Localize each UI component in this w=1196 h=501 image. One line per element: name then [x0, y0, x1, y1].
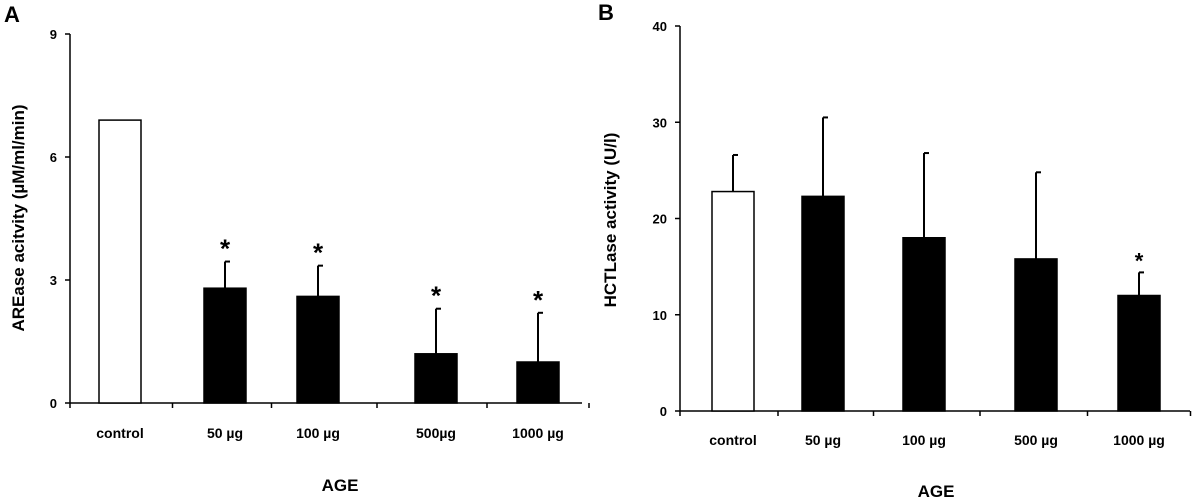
- panel-a-y-tick-label-2: 6: [50, 150, 57, 165]
- panel-a-y-tick-label-1: 3: [50, 273, 57, 288]
- panel-a-letter: A: [4, 2, 20, 27]
- panel-a-bars: [98, 119, 560, 404]
- panel-a-y-tick-label-3: 9: [50, 27, 57, 42]
- panel-a-error-bars: [224, 260, 543, 362]
- panel-b-category-label-3: 500 µg: [1014, 432, 1058, 448]
- panel-b-significance-star-4: *: [1135, 248, 1144, 273]
- panel-a-category-labels: control 50 µg 100 µg 500µg 1000 µg: [96, 425, 564, 441]
- panel-b-category-label-4: 1000 µg: [1113, 432, 1165, 448]
- panel-a-category-label-0: control: [96, 425, 143, 441]
- panel-b-error-bars: [732, 116, 1144, 296]
- panel-a-bar-4: [516, 361, 560, 404]
- panel-b-bar-2: [902, 237, 946, 412]
- panel-a-category-label-3: 500µg: [416, 425, 456, 441]
- panel-b-bar-3: [1014, 258, 1058, 412]
- panel-b-y-tick-label-4: 40: [653, 19, 667, 34]
- panel-b-y-tick-label-3: 30: [653, 115, 667, 130]
- panel-b-category-label-2: 100 µg: [902, 432, 946, 448]
- panel-a-significance-star-1: *: [220, 234, 231, 264]
- panel-b-y-ticks: 0 10 20 30 40: [653, 19, 1192, 419]
- panel-a-x-axis-title: AGE: [322, 476, 359, 495]
- panel-a-bar-3: [414, 353, 458, 404]
- panel-a-significance-star-3: *: [431, 281, 442, 311]
- panel-b-category-label-1: 50 µg: [805, 432, 841, 448]
- panel-a-bar-1: [203, 287, 247, 404]
- panel-b-chart: B 0 10 20 30 40 * control 50 µg 100 µg 500 µg 10…: [598, 0, 1192, 501]
- panel-b-y-tick-label-1: 10: [653, 308, 667, 323]
- panel-a-significance-star-4: *: [533, 285, 544, 315]
- panel-a-bar-0: [98, 119, 142, 404]
- panel-a-category-label-1: 50 µg: [207, 425, 243, 441]
- panel-b-category-label-0: control: [709, 432, 756, 448]
- panel-a-category-label-4: 1000 µg: [512, 425, 564, 441]
- panel-b-significance-marks: *: [1135, 248, 1144, 273]
- panel-b-bar-1: [801, 195, 845, 412]
- panel-b-y-axis-title: HCTLase activity (U/l): [601, 133, 620, 308]
- panel-b-bar-0: [711, 190, 755, 412]
- panel-a-significance-marks: * * * *: [220, 234, 544, 315]
- panel-a-category-label-2: 100 µg: [296, 425, 340, 441]
- panel-a-bar-2: [296, 295, 340, 404]
- panel-b-y-tick-label-0: 0: [660, 404, 667, 419]
- panel-a-y-ticks: 0 3 6 9: [50, 27, 590, 411]
- panel-a-chart: A 0 3 6 9 * * * * control 50 µg 100 µg 500µg 1000 …: [4, 2, 590, 495]
- panel-b-letter: B: [598, 0, 614, 25]
- panel-b-category-labels: control 50 µg 100 µg 500 µg 1000 µg: [709, 432, 1165, 448]
- panel-b-x-axis-title: AGE: [918, 482, 955, 501]
- panel-b-bar-4: [1117, 294, 1161, 412]
- panel-a-significance-star-2: *: [313, 238, 324, 268]
- panel-a-y-tick-label-0: 0: [50, 396, 57, 411]
- panel-b-y-tick-label-2: 20: [653, 212, 667, 227]
- panel-b-bars: [711, 190, 1161, 412]
- panel-a-y-axis-title: AREase acitvity (µM/ml/min): [9, 104, 28, 331]
